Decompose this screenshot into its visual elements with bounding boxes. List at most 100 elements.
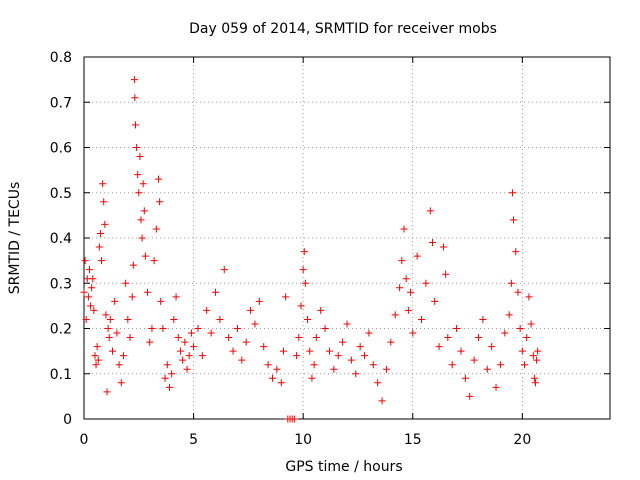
data-point — [442, 270, 450, 278]
y-tick-label: 0.1 — [50, 367, 72, 383]
data-point — [400, 225, 408, 233]
y-tick-label: 0.2 — [50, 322, 72, 338]
data-point — [343, 320, 351, 328]
data-point — [382, 365, 390, 373]
data-point — [426, 207, 434, 215]
grid-lines — [84, 57, 610, 419]
data-point — [183, 365, 191, 373]
data-point — [106, 315, 114, 323]
data-point — [187, 329, 195, 337]
data-point — [488, 343, 496, 351]
data-point — [242, 338, 250, 346]
data-point — [317, 306, 325, 314]
data-point — [356, 343, 364, 351]
data-point — [185, 352, 193, 360]
data-point — [516, 325, 524, 332]
data-point — [306, 347, 314, 355]
plot-frame — [83, 56, 611, 420]
data-point — [378, 397, 386, 405]
data-point — [428, 239, 436, 247]
data-point — [105, 334, 113, 342]
data-point — [330, 365, 338, 373]
data-point — [137, 216, 145, 224]
data-point — [130, 76, 138, 84]
data-point — [361, 352, 369, 360]
data-point — [220, 266, 228, 274]
axes: 0 0.1 0.2 0.3 0.4 0.5 0.6 0.7 0.8 0 5 10 15 20 — [50, 50, 610, 448]
data-point — [102, 311, 110, 319]
y-tick-label: 0 — [63, 412, 72, 428]
data-point — [295, 334, 303, 342]
data-point — [527, 320, 535, 328]
data-point — [115, 361, 123, 369]
data-point — [113, 329, 121, 337]
data-point — [369, 361, 377, 369]
data-point — [466, 392, 474, 400]
data-point — [501, 329, 509, 337]
data-point — [282, 293, 290, 301]
data-point — [194, 325, 202, 332]
data-point — [92, 361, 100, 369]
x-axis-label: GPS time / hours — [285, 459, 402, 475]
data-point — [156, 198, 164, 206]
data-point — [352, 370, 360, 378]
data-point — [398, 257, 406, 265]
data-point — [136, 153, 144, 161]
data-point — [157, 297, 165, 305]
chart-title: Day 059 of 2014, SRMTID for receiver mob… — [189, 21, 497, 37]
data-point — [308, 374, 316, 382]
data-point — [140, 207, 148, 215]
data-point — [134, 171, 142, 179]
data-point — [508, 189, 516, 197]
data-point — [268, 374, 276, 382]
x-tick-label: 0 — [80, 432, 89, 448]
x-tick-label: 10 — [294, 432, 312, 448]
data-point — [407, 288, 415, 296]
data-point — [104, 325, 112, 332]
data-point — [293, 352, 301, 360]
data-point — [155, 175, 163, 183]
data-point — [124, 315, 132, 323]
data-points — [80, 76, 542, 423]
data-point — [255, 297, 263, 305]
data-point — [212, 288, 219, 296]
data-point — [431, 297, 439, 305]
data-point — [179, 356, 187, 364]
data-point — [141, 252, 149, 260]
data-point — [290, 415, 298, 423]
data-point — [119, 352, 127, 360]
data-point — [531, 379, 539, 387]
data-point — [168, 370, 176, 378]
data-point — [176, 347, 184, 355]
data-point — [518, 347, 526, 355]
data-point — [391, 311, 399, 319]
y-tick-label: 0.3 — [50, 276, 72, 292]
data-point — [530, 374, 538, 382]
data-point — [103, 388, 111, 396]
data-point — [81, 257, 89, 265]
data-point — [111, 297, 119, 305]
data-point — [91, 352, 99, 360]
data-point — [483, 365, 491, 373]
data-point — [88, 284, 96, 292]
data-point — [325, 347, 333, 355]
data-point — [161, 374, 169, 382]
data-point — [470, 356, 478, 364]
data-point — [457, 347, 465, 355]
data-point — [310, 361, 318, 369]
data-point — [128, 293, 136, 301]
data-point — [299, 266, 307, 274]
data-point — [216, 315, 224, 323]
data-point — [512, 248, 520, 256]
data-point — [122, 279, 130, 287]
data-point — [133, 144, 141, 151]
data-point — [138, 234, 146, 242]
data-point — [84, 293, 92, 301]
data-point — [404, 306, 412, 314]
data-point — [396, 284, 404, 292]
data-point — [300, 248, 308, 256]
data-point — [172, 293, 180, 301]
data-point — [144, 288, 152, 296]
data-point — [301, 279, 309, 287]
data-point — [198, 352, 206, 360]
